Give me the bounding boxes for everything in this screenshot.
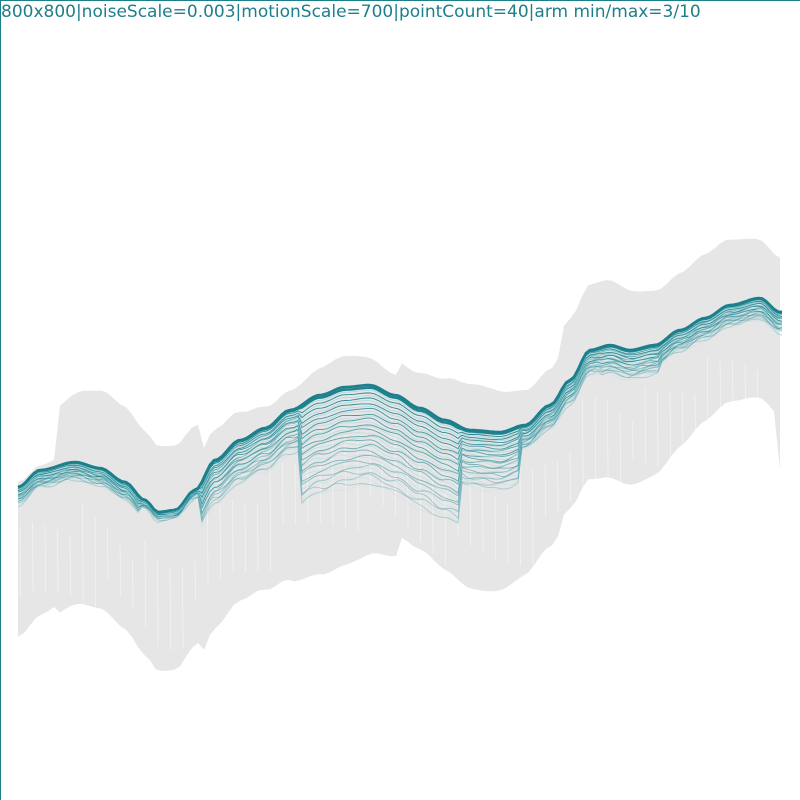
- shadow-streak: [382, 461, 384, 507]
- shadow-streak: [82, 503, 84, 604]
- shadow-streak: [657, 392, 659, 467]
- shadow-streak: [482, 486, 484, 553]
- shadow-streak: [744, 365, 746, 424]
- shadow-streak: [144, 539, 146, 629]
- parameter-readout: 800x800|noiseScale=0.003|motionScale=700…: [1, 2, 701, 22]
- shadow-streak: [369, 448, 371, 496]
- shadow-streak: [557, 461, 559, 514]
- shadow-streak: [57, 529, 59, 595]
- shadow-streak: [519, 465, 521, 566]
- shadow-streak: [594, 397, 596, 484]
- shadow-streak: [257, 502, 259, 571]
- shadow-streak: [707, 357, 709, 464]
- canvas-top-border: [0, 0, 800, 1]
- wave-strand: [17, 302, 783, 515]
- shadow-streak: [132, 559, 134, 610]
- wave-strand: [17, 316, 783, 522]
- shadow-streak: [19, 526, 21, 597]
- shadow-streak: [307, 464, 309, 523]
- shadow-streak: [419, 463, 421, 543]
- wave-strand: [17, 315, 783, 521]
- shadow-streak: [732, 360, 734, 421]
- shadow-streak: [632, 421, 634, 460]
- shadow-streak: [719, 357, 721, 420]
- shadow-streak: [32, 522, 34, 591]
- shadow-streak: [319, 466, 321, 524]
- shadow-streak: [282, 461, 284, 524]
- shadow-streak: [544, 463, 546, 518]
- shadow-streak: [232, 500, 234, 573]
- wave-strand: [17, 313, 783, 519]
- shadow-streak: [69, 534, 71, 597]
- shadow-streak: [294, 464, 296, 525]
- shadow-streak: [194, 561, 196, 601]
- wave-strand: [17, 307, 783, 517]
- shadow-streak: [569, 451, 571, 503]
- shadow-streak: [94, 515, 96, 614]
- wave-strand: [17, 320, 782, 528]
- shadow-streak: [582, 399, 584, 488]
- shadow-streak: [244, 502, 246, 573]
- shadow-streak: [44, 525, 46, 592]
- shadow-streak: [107, 527, 109, 582]
- shadow-streak: [469, 477, 471, 547]
- shadow-streak: [532, 468, 534, 567]
- shadow-streak: [444, 491, 446, 567]
- shadow-streak: [669, 391, 671, 464]
- wave-strand: [17, 313, 783, 522]
- shadow-streak: [182, 567, 184, 650]
- shadow-streak: [357, 441, 359, 533]
- shadow-streak: [607, 401, 609, 486]
- canvas-left-border: [0, 0, 1, 800]
- shadow-streak: [207, 509, 209, 586]
- shadow-streak: [119, 544, 121, 597]
- shadow-streak: [507, 502, 509, 565]
- wave-strand: [17, 317, 783, 524]
- wave-strand: [17, 296, 783, 514]
- shadow-streak: [494, 495, 496, 560]
- shadow-streak: [694, 394, 696, 463]
- shadow-streak: [169, 566, 171, 651]
- shadow-streak: [619, 411, 621, 494]
- shadow-streak: [269, 466, 271, 573]
- shadow-streak: [682, 393, 684, 464]
- shadow-streak: [157, 559, 159, 646]
- teal-wave-strands: [17, 296, 783, 528]
- shadow-streak: [644, 386, 646, 463]
- shadow-streak: [757, 370, 759, 427]
- shadow-streak: [219, 505, 221, 580]
- shadow-streak: [432, 477, 434, 555]
